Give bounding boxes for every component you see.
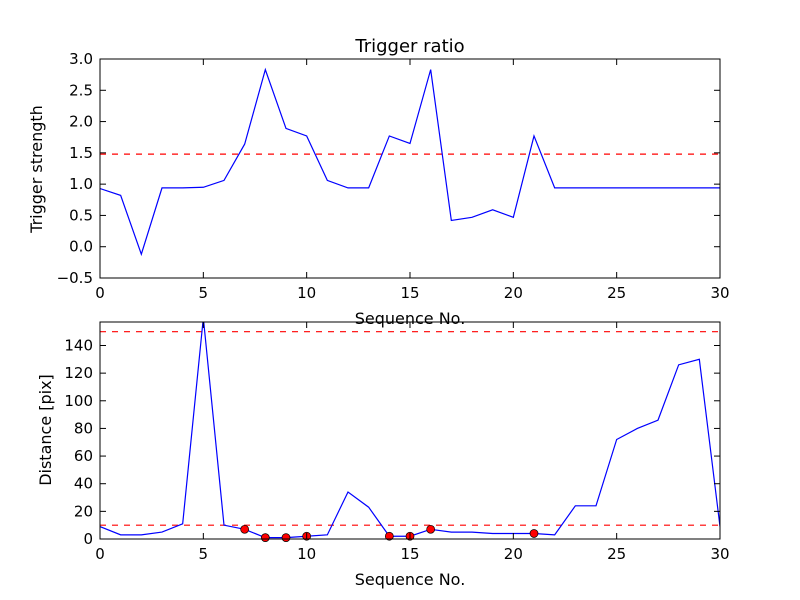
distance-x-tick-label: 25 (607, 545, 626, 563)
trigger-x-tick-label: 10 (297, 284, 316, 302)
trigger-ratio-panel: Trigger ratio 0 5 10 15 20 25 30 −0.5 0.0 0.5 1.0 1… (27, 36, 730, 328)
distance-panel: 0 5 10 15 20 25 30 0 20 40 60 80 100 120 140 Sequence … (36, 321, 730, 589)
distance-x-axis-label: Sequence No. (355, 570, 466, 589)
distance-y-tick-label: 100 (64, 392, 93, 410)
trigger-y-tick-label: 3.0 (69, 50, 93, 68)
distance-data-point (384, 531, 394, 541)
distance-x-tick-label: 10 (297, 545, 316, 563)
trigger-plot-area: 0 5 10 15 20 25 30 −0.5 0.0 0.5 1.0 1.5 2.0 2.5 3.0 (57, 50, 730, 302)
distance-data-point (260, 533, 270, 542)
distance-x-tick-label: 0 (95, 545, 105, 563)
distance-y-tick-label: 140 (64, 336, 93, 354)
distance-y-tick-label: 120 (64, 364, 93, 382)
distance-y-tick-label: 0 (83, 530, 93, 548)
distance-y-tick-label: 60 (74, 447, 93, 465)
distance-data-point (281, 533, 291, 542)
distance-x-tick-label: 15 (400, 545, 419, 563)
trigger-y-tick-label: 0.0 (69, 238, 93, 256)
trigger-y-tick-label: −0.5 (57, 269, 93, 287)
trigger-y-tick-label: 0.5 (69, 206, 93, 224)
distance-y-tick-label: 80 (74, 419, 93, 437)
trigger-series-line (100, 67, 720, 257)
distance-x-tick-label: 5 (199, 545, 209, 563)
distance-y-tick-label: 20 (74, 502, 93, 520)
trigger-y-tick-label: 2.5 (69, 81, 93, 99)
distance-data-point (426, 524, 436, 534)
distance-y-tick-label: 40 (74, 475, 93, 493)
distance-data-point (240, 524, 250, 534)
trigger-y-axis-label: Trigger strength (27, 105, 46, 234)
distance-y-axis-label: Distance [pix] (36, 374, 55, 486)
trigger-x-tick-label: 0 (95, 284, 105, 302)
trigger-chart-title: Trigger ratio (354, 36, 464, 57)
trigger-x-tick-label: 15 (400, 284, 419, 302)
distance-data-point (529, 529, 539, 538)
trigger-x-tick-label: 25 (607, 284, 626, 302)
trigger-y-tick-label: 1.5 (69, 144, 93, 162)
trigger-x-tick-label: 30 (710, 284, 729, 302)
trigger-y-tick-label: 1.0 (69, 175, 93, 193)
trigger-y-tick-label: 2.0 (69, 113, 93, 131)
distance-x-tick-label: 20 (504, 545, 523, 563)
distance-plot-area: 0 5 10 15 20 25 30 0 20 40 60 80 100 120 140 (64, 321, 730, 563)
trigger-x-axis-label: Sequence No. (355, 309, 466, 328)
trigger-x-tick-label: 5 (199, 284, 209, 302)
trigger-plot-content (100, 67, 720, 257)
trigger-x-tick-label: 20 (504, 284, 523, 302)
distance-x-tick-label: 30 (710, 545, 729, 563)
